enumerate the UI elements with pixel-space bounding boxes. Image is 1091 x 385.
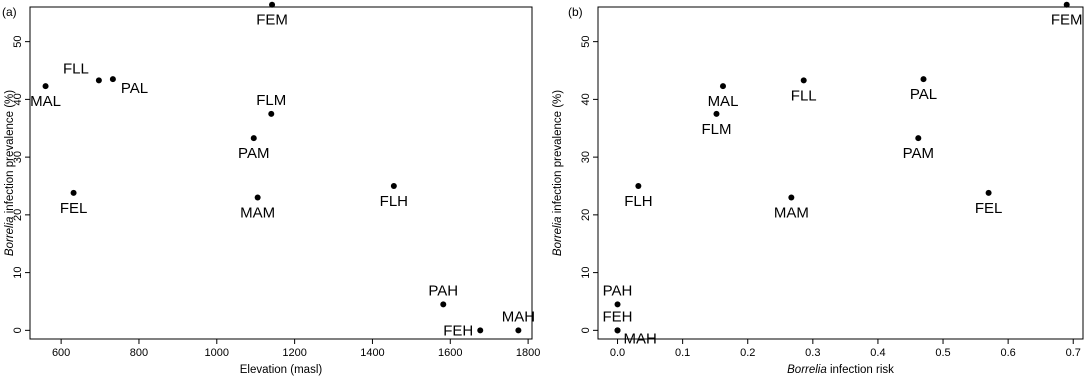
x-tick-label: 600 bbox=[52, 347, 70, 359]
panel-tag: (a) bbox=[2, 5, 17, 19]
y-tick-label: 30 bbox=[580, 151, 592, 163]
y-tick-label: 40 bbox=[580, 93, 592, 105]
point-label-feh: FEH bbox=[443, 322, 473, 339]
data-point-fem bbox=[269, 1, 276, 8]
data-point-mam bbox=[788, 194, 795, 201]
data-point-fll bbox=[95, 77, 102, 84]
chart-elevation: (a) 600 800 1000 1200 1400 1600 1800 0 10 20 30 40 50… bbox=[2, 1, 540, 376]
data-point-flm bbox=[713, 110, 720, 117]
data-point-fel bbox=[70, 189, 77, 196]
point-label-fll: FLL bbox=[791, 87, 817, 104]
x-tick-label: 1600 bbox=[438, 347, 462, 359]
chart-infection-risk: (b) 0.0 0.1 0.2 0.3 0.4 0.5 0.6 0.7 0 10 20 30 40 50 Bo… bbox=[552, 1, 1084, 376]
x-tick-label: 0.7 bbox=[1066, 347, 1081, 359]
point-label-mam: MAM bbox=[774, 205, 809, 222]
point-label-mal: MAL bbox=[708, 93, 739, 110]
point-label-mah: MAH bbox=[624, 330, 657, 347]
y-tick-label: 20 bbox=[580, 209, 592, 221]
y-tick-label: 0 bbox=[12, 327, 24, 333]
y-tick-label: 30 bbox=[12, 151, 24, 163]
y-tick-label: 0 bbox=[580, 327, 592, 333]
point-label-flm: FLM bbox=[256, 92, 286, 109]
data-point-mal bbox=[719, 83, 726, 90]
y-tick-label: 40 bbox=[12, 93, 24, 105]
point-label-mam: MAM bbox=[240, 205, 275, 222]
point-label-pal: PAL bbox=[121, 80, 148, 97]
data-point-mah bbox=[614, 327, 621, 334]
data-point-pal bbox=[109, 76, 116, 83]
plot-frame bbox=[29, 6, 533, 340]
data-point-pah bbox=[440, 301, 447, 308]
x-axis-label: Borrelia infection risk bbox=[787, 364, 894, 376]
point-label-pal: PAL bbox=[910, 86, 937, 103]
x-tick-label: 1400 bbox=[360, 347, 384, 359]
data-point-pam bbox=[250, 135, 257, 142]
x-tick-label: 0.0 bbox=[610, 347, 625, 359]
x-tick-label: 0.1 bbox=[675, 347, 690, 359]
point-label-flh: FLH bbox=[624, 193, 652, 210]
x-tick-label: 0.6 bbox=[1000, 347, 1015, 359]
point-label-pam: PAM bbox=[238, 145, 269, 162]
point-label-fel: FEL bbox=[975, 200, 1003, 217]
point-label-fem: FEM bbox=[256, 12, 288, 29]
point-label-pah: PAH bbox=[428, 282, 458, 299]
data-point-flm bbox=[268, 110, 275, 117]
point-label-feh: FEH bbox=[603, 308, 633, 325]
point-label-pah: PAH bbox=[603, 282, 633, 299]
panel-tag: (b) bbox=[568, 5, 583, 19]
x-tick-label: 0.2 bbox=[740, 347, 755, 359]
data-point-flh bbox=[390, 182, 397, 189]
data-point-pal bbox=[920, 76, 927, 83]
data-point-mam bbox=[254, 194, 261, 201]
data-point-fem bbox=[1063, 1, 1070, 8]
point-label-flm: FLM bbox=[701, 121, 731, 138]
data-point-pam bbox=[915, 135, 922, 142]
data-point-flh bbox=[635, 182, 642, 189]
y-axis-label: Borrelia infection prevalence (%) bbox=[4, 90, 16, 256]
y-tick-label: 50 bbox=[580, 36, 592, 48]
point-label-fll: FLL bbox=[63, 60, 89, 77]
data-point-mah bbox=[515, 327, 522, 334]
y-tick-label: 10 bbox=[12, 266, 24, 278]
y-axis-label: Borrelia infection prevalence (%) bbox=[552, 90, 564, 256]
plot-frame bbox=[597, 6, 1084, 340]
point-label-fel: FEL bbox=[60, 200, 88, 217]
data-point-pah bbox=[614, 301, 621, 308]
x-tick-label: 0.3 bbox=[805, 347, 820, 359]
x-tick-label: 1200 bbox=[282, 347, 306, 359]
x-tick-label: 1800 bbox=[516, 347, 540, 359]
data-point-feh bbox=[477, 327, 484, 334]
x-tick-label: 1000 bbox=[205, 347, 229, 359]
x-tick-label: 0.4 bbox=[870, 347, 885, 359]
x-tick-label: 800 bbox=[130, 347, 148, 359]
y-tick-label: 10 bbox=[580, 266, 592, 278]
data-point-fel bbox=[985, 189, 992, 196]
point-label-fem: FEM bbox=[1051, 12, 1083, 29]
data-point-fll bbox=[800, 77, 807, 84]
data-point-mal bbox=[42, 83, 49, 90]
y-tick-label: 20 bbox=[12, 209, 24, 221]
point-label-pam: PAM bbox=[903, 145, 934, 162]
point-label-mal: MAL bbox=[30, 93, 61, 110]
x-axis-label: Elevation (masl) bbox=[240, 364, 323, 376]
y-tick-label: 50 bbox=[12, 36, 24, 48]
point-label-flh: FLH bbox=[380, 193, 408, 210]
point-label-mah: MAH bbox=[502, 308, 535, 325]
x-tick-label: 0.5 bbox=[935, 347, 950, 359]
